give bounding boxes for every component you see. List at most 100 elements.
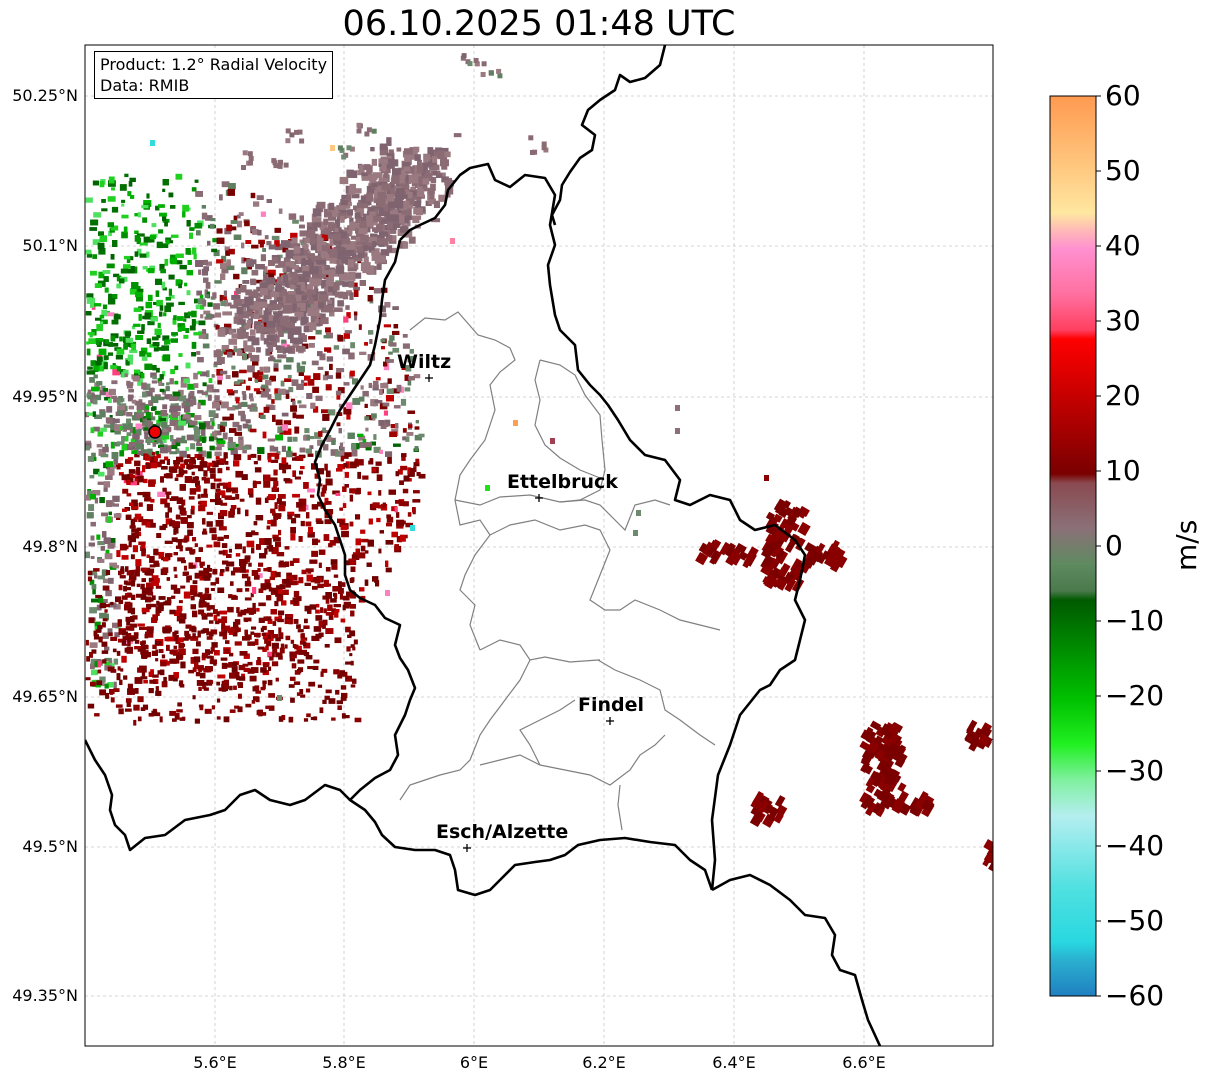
radar-echo-cell: [96, 604, 102, 611]
radar-echo-cell: [391, 506, 398, 512]
radar-echo-cell: [248, 352, 252, 358]
radar-echo-cell: [313, 373, 321, 380]
radar-echo-cell: [209, 445, 215, 451]
radar-echo-cell: [102, 659, 107, 664]
radar-echo-cell: [112, 565, 120, 569]
radar-echo-cell: [209, 527, 217, 534]
radar-echo-cell: [396, 147, 402, 152]
radar-echo-cell: [130, 623, 137, 628]
radar-echo-cell: [199, 461, 207, 466]
radar-echo-cell: [236, 588, 243, 593]
radar-echo-cell: [134, 235, 140, 242]
radar-echo-cell: [203, 266, 210, 272]
radar-echo-cell: [356, 487, 361, 495]
radar-echo-cell: [228, 594, 233, 599]
radar-echo-cell: [395, 471, 400, 477]
radar-echo-cell: [209, 632, 214, 637]
radar-echo-cell: [371, 182, 378, 188]
radar-echo-cell: [156, 367, 160, 373]
radar-echo-cell: [141, 607, 150, 613]
radar-echo-cell: [233, 621, 239, 628]
radar-echo-cell: [263, 616, 268, 621]
radar-echo-cell: [187, 465, 192, 470]
radar-echo-cell: [421, 169, 428, 176]
radar-echo-cell: [389, 223, 398, 230]
radar-echo-cell: [172, 522, 181, 528]
radar-echo-cell: [224, 649, 230, 654]
radar-echo-cell: [129, 177, 136, 183]
radar-echo-cell: [91, 386, 99, 392]
radar-echo-cell: [87, 703, 95, 709]
radar-echo-cell: [217, 468, 223, 474]
radar-echo-cell: [106, 263, 115, 269]
radar-echo-cell: [271, 399, 275, 404]
radar-echo-cell: [97, 575, 105, 580]
radar-echo-cell: [219, 510, 228, 517]
radar-echo-cell: [269, 355, 274, 361]
radar-echo-cell: [338, 231, 347, 239]
radar-echo-cell: [104, 444, 109, 449]
radar-echo-cell: [101, 622, 106, 628]
radar-echo-cell: [121, 371, 125, 378]
radar-echo-cell: [270, 341, 278, 347]
radar-echo-cell: [226, 224, 233, 232]
radar-echo-cell: [386, 522, 393, 527]
radar-echo-cell: [141, 382, 147, 390]
radar-echo-cell: [234, 641, 242, 646]
radar-echo-cell: [308, 526, 313, 534]
radar-echo-cell: [117, 409, 124, 416]
radar-echo-cell: [149, 629, 154, 634]
radar-echo-cell: [233, 299, 242, 307]
radar-echo-cell: [159, 417, 167, 422]
radar-echo-cell: [337, 387, 345, 394]
radar-echo-cell: [95, 361, 102, 366]
radar-echo-cell: [119, 426, 125, 431]
radar-echo-cell: [221, 401, 229, 409]
radar-echo-cell: [181, 435, 186, 443]
radar-echo-cell: [369, 286, 374, 290]
radar-echo-cell: [187, 311, 196, 316]
radar-echo-cell: [261, 632, 266, 636]
radar-echo-cell: [211, 389, 220, 393]
radar-echo-cell: [137, 439, 144, 445]
radar-echo-cell: [264, 548, 268, 555]
radar-echo-cell: [212, 401, 220, 409]
radar-echo-cell: [299, 247, 304, 256]
radar-echo-cell: [140, 373, 145, 379]
radar-echo-cell: [377, 185, 383, 190]
radar-echo-cell: [235, 397, 240, 404]
radar-echo-cell: [137, 667, 143, 673]
radar-echo-cell: [257, 229, 262, 236]
radar-echo-cell: [277, 494, 286, 499]
radar-echo-cell: [211, 374, 215, 378]
radar-echo-cell: [126, 432, 132, 437]
radar-echo-cell: [123, 264, 131, 269]
radar-echo-cell: [344, 471, 349, 478]
radar-echo-cell: [298, 384, 304, 389]
radar-echo-cell: [136, 583, 141, 588]
radar-echo-cell: [90, 270, 97, 276]
radar-echo-cell: [398, 241, 407, 246]
radar-echo-cell: [124, 173, 129, 178]
radar-echo-cell: [380, 424, 387, 429]
radar-echo-cell: [291, 278, 299, 284]
radar-echo-cell: [142, 421, 146, 426]
radar-echo-cell: [135, 335, 144, 341]
radar-echo-cell: [210, 417, 215, 422]
radar-echo-cell: [331, 440, 336, 445]
radar-echo-cell: [271, 547, 279, 555]
radar-echo-cell: [378, 177, 389, 182]
radar-echo-cell: [373, 380, 379, 388]
radar-echo-cell: [280, 501, 286, 507]
radar-echo-cell: [424, 173, 433, 182]
radar-echo-cell: [251, 570, 259, 576]
radar-echo-cell: [202, 436, 206, 443]
radar-echo-cell: [136, 248, 142, 256]
radar-echo-cell: [404, 215, 409, 224]
radar-echo-cell: [186, 419, 193, 424]
radar-echo-cell: [91, 393, 96, 398]
radar-echo-cell: [131, 399, 136, 404]
radar-echo-cell: [258, 573, 263, 578]
radar-echo-cell: [155, 641, 162, 646]
radar-echo-cell: [241, 242, 245, 249]
